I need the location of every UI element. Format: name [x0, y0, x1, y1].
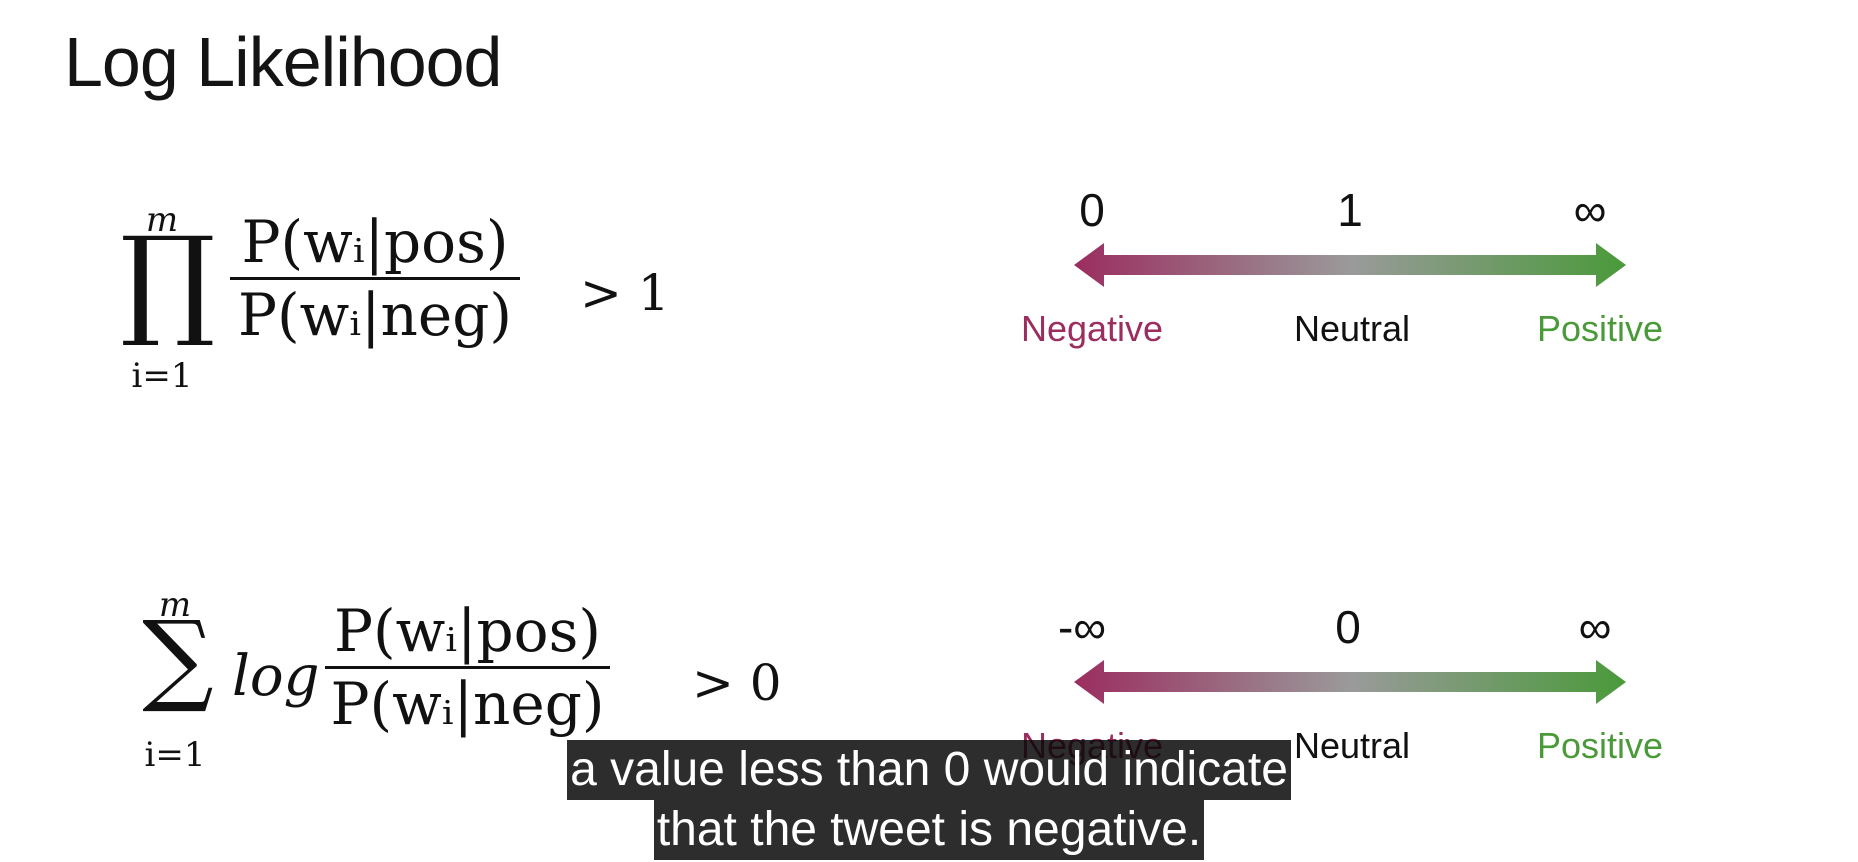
scale2-tick-high: ∞ [1578, 601, 1612, 653]
scale1-positive-label: Positive [1536, 308, 1664, 349]
log-denominator: P(wᵢ|neg) [330, 670, 605, 738]
caption-line-1: a value less than 0 would indicate [567, 740, 1291, 800]
product-operator: ∏ [120, 212, 216, 351]
scale1-neutral-label: Neutral [1293, 308, 1411, 349]
scale1-gradient-arrow [1074, 243, 1626, 287]
product-upper-limit: m [145, 200, 179, 240]
product-denominator: P(wᵢ|neg) [238, 281, 512, 349]
scale2-neutral-label: Neutral [1293, 725, 1411, 766]
log-relation: > 0 [692, 654, 782, 712]
slide-title: Log Likelihood [64, 23, 502, 101]
log-word: log [232, 644, 320, 709]
scale1-tick-low: 0 [1079, 184, 1105, 236]
product-fraction: P(wᵢ|pos) P(wᵢ|neg) [230, 213, 520, 344]
log-numerator: P(wᵢ|pos) [334, 597, 601, 665]
scale1-tick-mid: 1 [1337, 184, 1363, 236]
fraction-bar [325, 666, 610, 669]
video-captions: a value less than 0 would indicate that … [0, 740, 1858, 860]
sum-upper-limit: m [158, 585, 192, 625]
fraction-bar [230, 277, 520, 280]
scale2-gradient-arrow [1074, 660, 1626, 704]
product-lower-limit: i=1 [131, 356, 193, 396]
scale2-tick-mid: 0 [1335, 601, 1361, 653]
scale1-tick-high: ∞ [1573, 184, 1607, 236]
log-fraction: P(wᵢ|pos) P(wᵢ|neg) [325, 602, 610, 733]
scale2-tick-low: -∞ [1057, 601, 1107, 653]
scale1-negative-label: Negative [1020, 308, 1164, 349]
product-relation: > 1 [580, 264, 670, 322]
scale2-positive-label: Positive [1536, 725, 1664, 766]
sum-operator: ∑ [142, 599, 214, 716]
sum-lower-limit: i=1 [144, 735, 206, 775]
product-numerator: P(wᵢ|pos) [241, 208, 509, 276]
caption-line-2: that the tweet is negative. [653, 800, 1205, 860]
